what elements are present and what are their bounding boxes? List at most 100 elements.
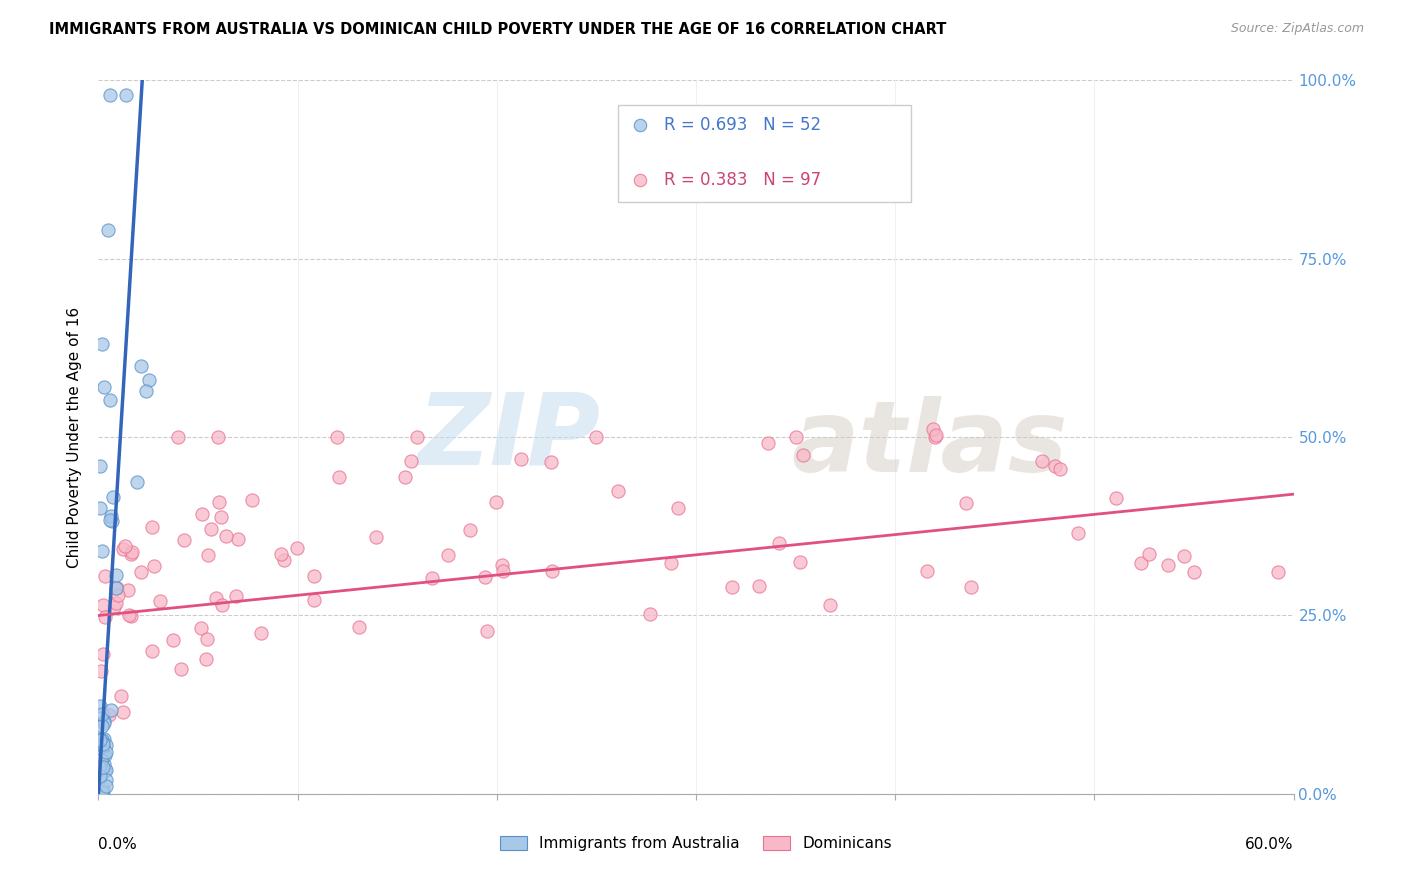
Point [173, 533, 195, 548]
Point [91, 760, 114, 774]
Point [748, 579, 770, 593]
Point [789, 555, 811, 569]
Point [105, 582, 128, 596]
Point [326, 430, 349, 444]
Point [399, 454, 422, 468]
Point [1031, 454, 1053, 468]
Point [103, 599, 125, 614]
Point [756, 435, 779, 450]
Point [208, 495, 231, 509]
Point [104, 581, 127, 595]
Point [990, 173, 1012, 187]
Point [138, 374, 160, 388]
Point [91, 737, 114, 751]
Point [474, 570, 496, 584]
Point [141, 520, 163, 534]
Point [304, 569, 326, 583]
Point [541, 565, 564, 579]
Point [666, 501, 689, 516]
Point [141, 643, 163, 657]
Point [91, 599, 114, 613]
Point [91, 733, 114, 747]
Point [103, 490, 125, 504]
Point [328, 470, 350, 484]
Point [1157, 558, 1180, 573]
Point [117, 582, 139, 597]
Point [226, 532, 249, 546]
Text: IMMIGRANTS FROM AUSTRALIA VS DOMINICAN CHILD POVERTY UNDER THE AGE OF 16 CORRELA: IMMIGRANTS FROM AUSTRALIA VS DOMINICAN C… [49, 22, 946, 37]
Point [394, 470, 416, 484]
Point [91, 787, 114, 801]
Point [959, 580, 981, 594]
Point [93, 716, 115, 731]
Point [98, 513, 121, 527]
Point [207, 430, 229, 444]
Point [129, 359, 152, 374]
Point [640, 607, 662, 621]
Point [89, 458, 111, 473]
Point [89, 763, 111, 777]
Point [94, 780, 117, 794]
Point [540, 455, 562, 469]
Point [1067, 525, 1090, 540]
Point [955, 496, 977, 510]
Point [484, 495, 506, 509]
Point [785, 430, 807, 444]
Point [492, 564, 515, 578]
Point [607, 483, 630, 498]
Point [721, 580, 744, 594]
Point [406, 430, 429, 444]
Point [97, 223, 120, 237]
Point [768, 536, 790, 550]
Point [143, 558, 166, 573]
Point [110, 690, 132, 704]
Point [209, 509, 232, 524]
Point [105, 568, 128, 582]
Point [91, 544, 114, 558]
Point [90, 753, 112, 767]
Point [107, 589, 129, 603]
Text: 60.0%: 60.0% [1246, 837, 1294, 852]
Point [94, 609, 117, 624]
Point [89, 747, 111, 761]
Point [818, 598, 841, 612]
Point [915, 564, 938, 578]
Point [1043, 458, 1066, 473]
Point [93, 714, 115, 729]
Point [89, 769, 111, 783]
Point [93, 757, 115, 772]
Point [225, 589, 247, 603]
Point [118, 607, 141, 622]
Point [491, 558, 513, 572]
Point [89, 733, 111, 747]
Point [1049, 462, 1071, 476]
Point [115, 87, 138, 102]
Point [925, 427, 948, 442]
Point [89, 769, 111, 783]
Point [98, 392, 121, 407]
Text: ZIP: ZIP [418, 389, 600, 485]
Point [105, 596, 128, 610]
Point [121, 547, 143, 561]
Point [91, 337, 114, 351]
Point [87, 760, 110, 774]
Point [94, 745, 117, 759]
Point [91, 719, 114, 733]
Point [89, 501, 111, 516]
Point [129, 565, 152, 579]
Point [90, 784, 112, 798]
Point [659, 556, 682, 570]
Point [200, 523, 222, 537]
Text: R = 0.693   N = 52: R = 0.693 N = 52 [664, 116, 821, 134]
Point [121, 545, 143, 559]
Point [135, 384, 157, 398]
Point [1137, 548, 1160, 562]
Point [94, 773, 117, 788]
Point [94, 739, 117, 753]
Point [458, 523, 481, 537]
Point [205, 591, 228, 605]
Point [420, 571, 443, 585]
Point [127, 475, 149, 490]
Point [194, 652, 217, 666]
Point [240, 493, 263, 508]
